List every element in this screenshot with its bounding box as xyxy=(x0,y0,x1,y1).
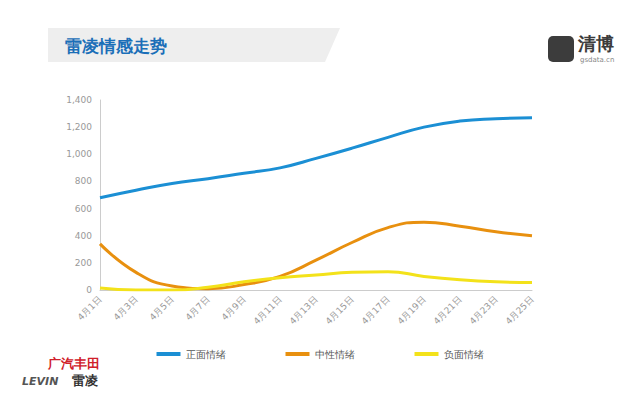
svg-text:清博: 清博 xyxy=(577,33,614,54)
svg-text:广汽丰田: 广汽丰田 xyxy=(47,356,100,371)
svg-text:4月11日: 4月11日 xyxy=(252,294,284,326)
svg-text:4月21日: 4月21日 xyxy=(432,294,464,326)
svg-text:1,000: 1,000 xyxy=(66,149,92,159)
svg-text:200: 200 xyxy=(75,258,92,268)
svg-text:1,400: 1,400 xyxy=(66,95,92,105)
svg-text:4月15日: 4月15日 xyxy=(324,294,356,326)
svg-text:800: 800 xyxy=(75,176,92,186)
svg-text:4月19日: 4月19日 xyxy=(396,294,428,326)
svg-text:1,200: 1,200 xyxy=(66,122,92,132)
svg-text:4月23日: 4月23日 xyxy=(468,294,500,326)
svg-text:负面情绪: 负面情绪 xyxy=(444,349,484,360)
svg-text:LEVIN: LEVIN xyxy=(22,375,58,388)
svg-text:4月5日: 4月5日 xyxy=(148,294,176,322)
svg-text:4月7日: 4月7日 xyxy=(184,294,212,322)
svg-text:0: 0 xyxy=(86,285,92,295)
svg-text:4月1日: 4月1日 xyxy=(76,294,104,322)
svg-text:雷凌情感走势: 雷凌情感走势 xyxy=(65,36,167,56)
svg-text:gsdata.cn: gsdata.cn xyxy=(580,56,614,64)
svg-text:正面情绪: 正面情绪 xyxy=(186,349,226,360)
svg-text:中性情绪: 中性情绪 xyxy=(315,349,355,360)
svg-text:雷凌: 雷凌 xyxy=(72,373,98,388)
svg-text:4月25日: 4月25日 xyxy=(504,294,536,326)
svg-text:4月3日: 4月3日 xyxy=(112,294,140,322)
svg-text:4月17日: 4月17日 xyxy=(360,294,392,326)
svg-text:600: 600 xyxy=(75,204,92,214)
svg-text:400: 400 xyxy=(75,231,92,241)
svg-text:4月9日: 4月9日 xyxy=(220,294,248,322)
svg-text:4月13日: 4月13日 xyxy=(288,294,320,326)
